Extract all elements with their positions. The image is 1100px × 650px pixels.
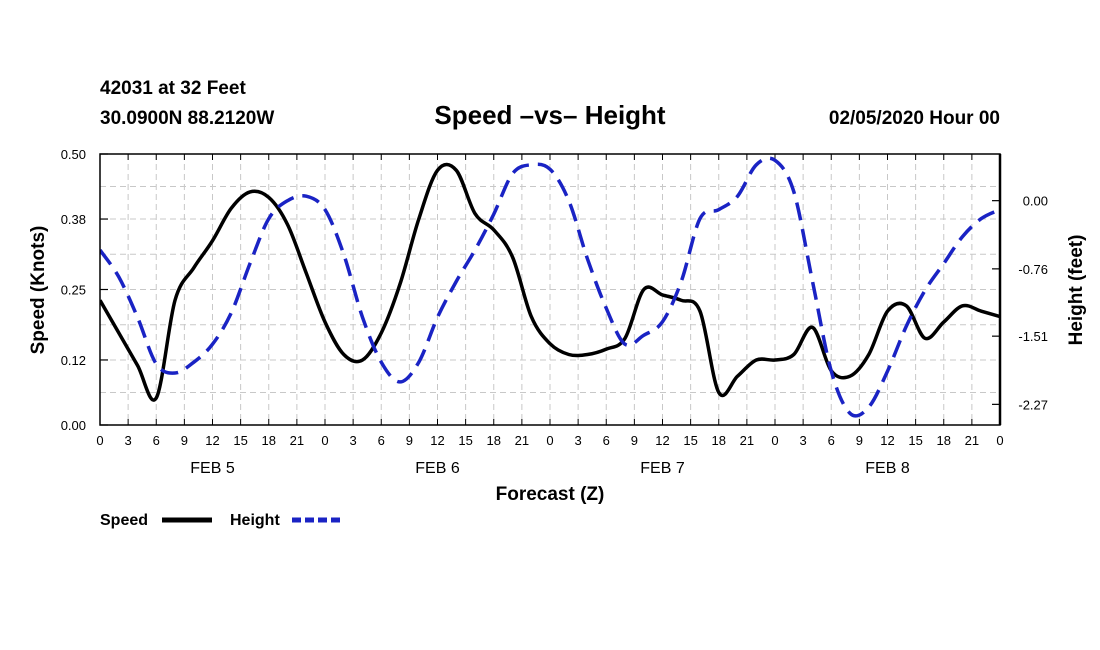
x-tick-label: 3 bbox=[800, 433, 807, 448]
coordinates-label: 30.0900N 88.2120W bbox=[100, 108, 274, 129]
station-label: 42031 at 32 Feet bbox=[100, 78, 246, 99]
x-tick-label: 6 bbox=[153, 433, 160, 448]
x-tick-label: 6 bbox=[603, 433, 610, 448]
grid-lines bbox=[100, 154, 1000, 425]
x-tick-label: 21 bbox=[290, 433, 304, 448]
day-label: FEB 5 bbox=[190, 460, 235, 477]
x-tick-label: 21 bbox=[965, 433, 979, 448]
series-line-height bbox=[100, 156, 1000, 418]
x-tick-label: 0 bbox=[996, 433, 1003, 448]
legend-height-label: Height bbox=[230, 512, 280, 529]
y-left-tick-label: 0.12 bbox=[61, 353, 86, 368]
x-tick-label: 6 bbox=[378, 433, 385, 448]
y-right-tick-label: -0.76 bbox=[1018, 262, 1048, 277]
y-left-tick-label: 0.25 bbox=[61, 283, 86, 298]
day-label: FEB 6 bbox=[415, 460, 460, 477]
y-left-tick-label: 0.00 bbox=[61, 418, 86, 433]
x-tick-label: 12 bbox=[655, 433, 669, 448]
left-y-axis-title: Speed (Knots) bbox=[28, 226, 49, 355]
x-tick-label: 12 bbox=[430, 433, 444, 448]
date-label: 02/05/2020 Hour 00 bbox=[829, 108, 1000, 129]
right-y-axis-title: Height (feet) bbox=[1066, 235, 1087, 346]
series-lines bbox=[100, 156, 1000, 418]
x-tick-label: 0 bbox=[546, 433, 553, 448]
x-tick-label: 15 bbox=[233, 433, 247, 448]
x-tick-label: 21 bbox=[740, 433, 754, 448]
legend: Speed Height bbox=[100, 512, 342, 529]
y-right-tick-label: -1.51 bbox=[1018, 329, 1048, 344]
x-tick-label: 15 bbox=[683, 433, 697, 448]
y-right-tick-label: -2.27 bbox=[1018, 397, 1048, 412]
legend-speed-label: Speed bbox=[100, 512, 148, 529]
x-tick-label: 18 bbox=[937, 433, 951, 448]
x-tick-label: 18 bbox=[487, 433, 501, 448]
y-left-tick-label: 0.38 bbox=[61, 212, 86, 227]
x-axis-title: Forecast (Z) bbox=[496, 484, 605, 505]
x-tick-label: 9 bbox=[406, 433, 413, 448]
x-tick-label: 6 bbox=[828, 433, 835, 448]
series-line-speed bbox=[100, 162, 1000, 402]
plot-frame bbox=[99, 153, 1001, 426]
y-right-tick-label: 0.00 bbox=[1023, 194, 1048, 209]
x-tick-label: 15 bbox=[458, 433, 472, 448]
x-tick-label: 9 bbox=[856, 433, 863, 448]
x-tick-label: 9 bbox=[181, 433, 188, 448]
x-tick-label: 12 bbox=[205, 433, 219, 448]
x-tick-label: 21 bbox=[515, 433, 529, 448]
day-label: FEB 7 bbox=[640, 460, 685, 477]
x-tick-label: 3 bbox=[575, 433, 582, 448]
x-tick-label: 9 bbox=[631, 433, 638, 448]
x-tick-label: 3 bbox=[350, 433, 357, 448]
day-label: FEB 8 bbox=[865, 460, 910, 477]
chart-title: Speed –vs– Height bbox=[434, 100, 666, 130]
x-tick-label: 18 bbox=[712, 433, 726, 448]
x-tick-label: 0 bbox=[771, 433, 778, 448]
x-tick-label: 0 bbox=[96, 433, 103, 448]
x-tick-label: 18 bbox=[262, 433, 276, 448]
tick-labels: 0 3 6 9 12 15 18 21 0 3 6 9 12 15 18 21 0 3 6 9 12 15 18 21 0 3 6 9… bbox=[61, 147, 1048, 477]
x-tick-label: 0 bbox=[321, 433, 328, 448]
y-left-tick-label: 0.50 bbox=[61, 147, 86, 162]
x-tick-label: 12 bbox=[880, 433, 894, 448]
x-tick-label: 3 bbox=[125, 433, 132, 448]
x-tick-label: 15 bbox=[908, 433, 922, 448]
